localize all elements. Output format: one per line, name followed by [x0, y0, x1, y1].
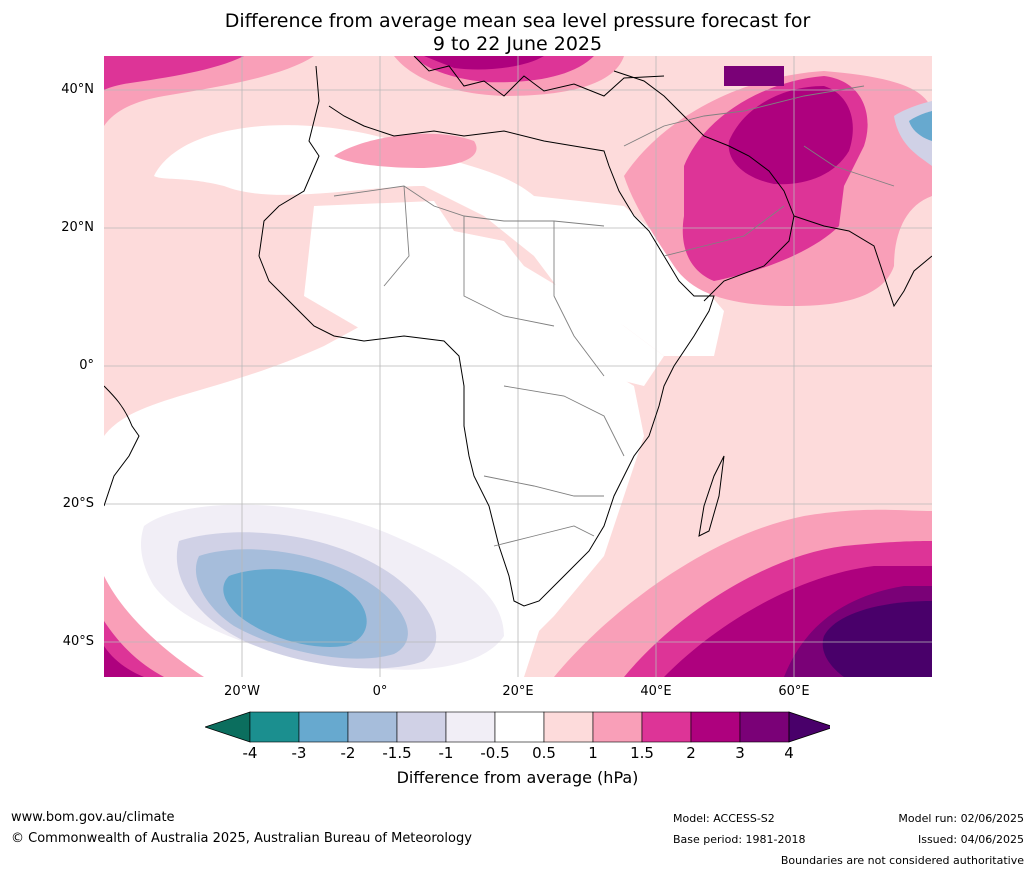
colorbar-tick-label: -4 — [242, 744, 258, 762]
colorbar-under-arrow — [205, 711, 251, 743]
colorbar-tick-label: 4 — [784, 744, 794, 762]
anomaly-fill-1-north-africa — [334, 133, 477, 168]
lat-label-40n: 40°N — [61, 82, 94, 97]
footer-disclaimer: Boundaries are not considered authoritat… — [780, 854, 1024, 867]
colorbar-tick-label: -1.5 — [382, 744, 412, 762]
lat-label-40s: 40°S — [62, 634, 94, 649]
colorbar-segment — [739, 711, 790, 743]
colorbar-segment — [641, 711, 692, 743]
colorbar-segment — [543, 711, 594, 743]
graticule — [104, 56, 932, 677]
anomaly-fill-neg-2-asia — [909, 111, 932, 141]
footer-model: Model: ACCESS-S2 — [673, 812, 775, 825]
map-panel — [104, 56, 932, 677]
anomaly-fill-2-europe — [424, 56, 544, 70]
colorbar-over-arrow — [788, 711, 830, 743]
colorbar-segment — [298, 711, 349, 743]
anomaly-fill-neg-2 — [223, 569, 367, 647]
lon-label-0: 0° — [372, 684, 388, 699]
footer-issued: Issued: 04/06/2025 — [917, 833, 1024, 846]
anomaly-neutral-north — [154, 125, 724, 357]
country-borders — [333, 85, 895, 547]
colorbar-segment — [592, 711, 643, 743]
colorbar-tick-label: 3 — [735, 744, 745, 762]
footer-model-run: Model run: 02/06/2025 — [898, 812, 1024, 825]
anomaly-neutral-africa — [304, 201, 664, 386]
anomaly-fill-4-se — [822, 601, 932, 677]
colorbar-segment — [494, 711, 545, 743]
colorbar-segment — [249, 711, 300, 743]
title-line-1: Difference from average mean sea level p… — [224, 10, 811, 32]
anomaly-fill-3-arabia — [724, 66, 784, 86]
lat-label-0: 0° — [79, 358, 94, 373]
colorbar — [205, 711, 830, 743]
footer-copyright: © Commonwealth of Australia 2025, Austra… — [11, 831, 472, 846]
colorbar-tick-label: -3 — [291, 744, 307, 762]
colorbar-segment — [690, 711, 741, 743]
lon-label-40e: 40°E — [640, 684, 672, 699]
colorbar-tick-label: -1 — [438, 744, 454, 762]
colorbar-tick-label: 1 — [588, 744, 598, 762]
lon-label-60e: 60°E — [778, 684, 810, 699]
footer-url: www.bom.gov.au/climate — [11, 810, 175, 825]
colorbar-tick-label: 1.5 — [630, 744, 654, 762]
coastlines — [104, 56, 932, 607]
colorbar-segment — [445, 711, 496, 743]
colorbar-tick-label: 2 — [686, 744, 696, 762]
colorbar-tick-label: 0.5 — [532, 744, 556, 762]
anomaly-fill-2-arabia — [728, 86, 853, 185]
title-line-2: 9 to 22 June 2025 — [432, 33, 603, 55]
anomaly-fill-2-sw — [104, 646, 144, 677]
colorbar-title: Difference from average (hPa) — [396, 768, 639, 787]
lon-label-20e: 20°E — [502, 684, 534, 699]
lat-label-20s: 20°S — [62, 496, 94, 511]
pressure-map — [104, 56, 932, 677]
footer-base-period: Base period: 1981-2018 — [673, 833, 806, 846]
colorbar-tick-label: -2 — [340, 744, 356, 762]
lon-label-20w: 20°W — [224, 684, 260, 699]
lat-label-20n: 20°N — [61, 220, 94, 235]
colorbar-tick-label: -0.5 — [480, 744, 510, 762]
map-title: Difference from average mean sea level p… — [0, 10, 1035, 56]
anomaly-fill-1.5-nw — [104, 56, 244, 90]
colorbar-segment — [347, 711, 398, 743]
colorbar-segment — [396, 711, 447, 743]
